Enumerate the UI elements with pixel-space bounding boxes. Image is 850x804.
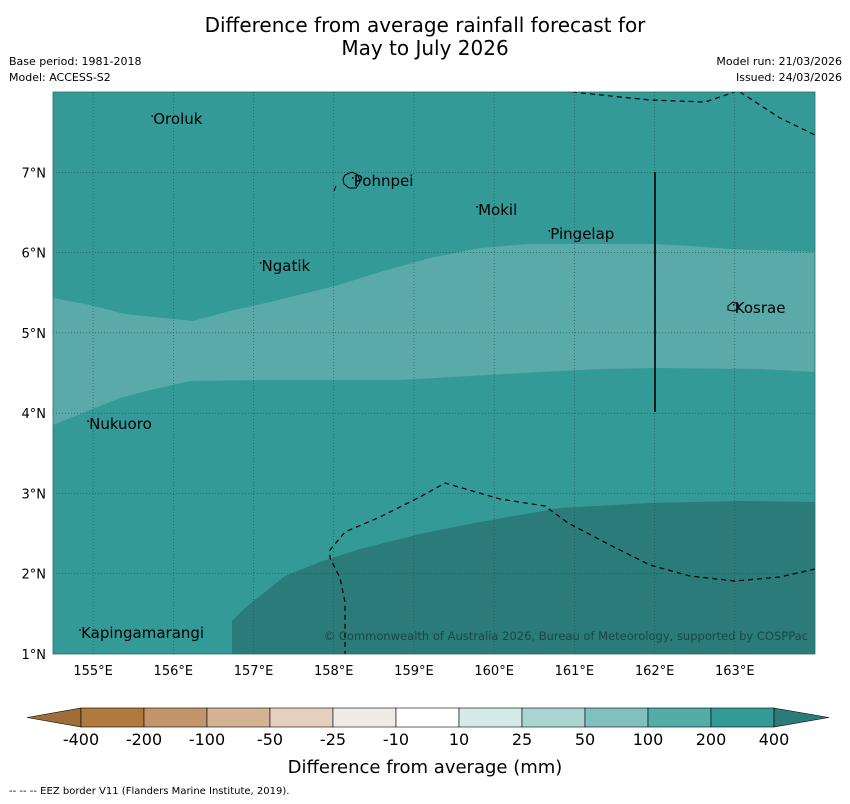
colorbar-label: 50 [575,730,595,749]
map-plot-area: Oroluk Pohnpei Mokil Pingelap Ngatik Kosrae Nu… [53,92,815,654]
meta-right: Model run: 21/03/2026 Issued: 24/03/2026 [716,54,842,86]
island-marker [79,629,81,631]
longitude-tick-labels: 155°E 156°E 157°E 158°E 159°E 160°E 161°E 162°E… [73,664,754,679]
meta-left: Base period: 1981-2018 Model: ACCESS-S2 [9,54,141,86]
colorbar-title: Difference from average (mm) [288,757,563,778]
colorbar-swatch [143,707,208,728]
island-marker [151,115,154,117]
colorbar-label: -10 [383,730,409,749]
title-line-1: Difference from average rainfall forecas… [204,13,646,37]
colorbar-label: 100 [633,730,664,749]
lon-tick-label: 163°E [715,664,755,679]
colorbar-swatch [584,707,649,728]
copyright-text: © Commonwealth of Australia 2026, Bureau… [324,629,808,643]
colorbar-swatch [647,707,712,728]
lon-tick-label: 158°E [314,664,354,679]
model-run: Model run: 21/03/2026 [716,55,842,68]
lon-tick-label: 160°E [474,664,514,679]
colorbar-label: 25 [512,730,532,749]
island-marker [351,177,354,179]
latitude-tick-labels: 1°N 2°N 3°N 4°N 5°N 6°N 7°N [22,166,47,663]
colorbar-extend-high [773,707,830,728]
island-marker [259,262,262,264]
colorbar-swatch [206,707,271,728]
island-label: Kosrae [735,299,786,317]
colorbar-swatch [395,707,460,728]
lon-tick-label: 157°E [234,664,274,679]
lat-tick-label: 3°N [22,487,47,502]
island-label: Ngatik [262,257,311,275]
colorbar [26,707,830,728]
colorbar-swatch [269,707,334,728]
lat-tick-label: 4°N [22,407,47,422]
colorbar-swatch [521,707,586,728]
colorbar-swatch [80,707,145,728]
lon-tick-label: 159°E [394,664,434,679]
colorbar-label: -50 [257,730,283,749]
colorbar-label: -200 [126,730,162,749]
colorbar-label: 400 [759,730,790,749]
lon-tick-label: 162°E [635,664,675,679]
colorbar-label: 200 [696,730,727,749]
kosrae-outline [727,301,740,312]
colorbar-label: -100 [189,730,225,749]
colorbar-swatch [458,707,523,728]
island-label: Mokil [478,201,517,219]
eez-borders [329,92,815,654]
lat-tick-label: 5°N [22,327,47,342]
island-label: Nukuoro [89,415,152,433]
band-over-400 [232,501,815,654]
colorbar-swatch [332,707,397,728]
pohnpei-outline-fragment [333,185,337,192]
lon-tick-label: 161°E [555,664,595,679]
lon-tick-label: 156°E [154,664,194,679]
lat-tick-label: 1°N [22,648,47,663]
lon-tick-label: 155°E [73,664,113,679]
lat-tick-label: 2°N [22,568,47,583]
base-period: Base period: 1981-2018 [9,55,142,68]
island-marker [476,205,479,208]
island-marker [548,230,551,232]
pohnpei-outline [342,171,361,189]
island-labels: Oroluk Pohnpei Mokil Pingelap Ngatik Kosrae Nu… [79,110,785,642]
band-100-200 [53,244,815,425]
model-name: Model: ACCESS-S2 [9,71,111,84]
island-label: Kapingamarangi [81,624,204,642]
island-label: Oroluk [153,110,202,128]
colorbar-label: 10 [449,730,469,749]
colorbar-label: -25 [320,730,346,749]
island-label: Pingelap [550,225,614,243]
lat-tick-label: 7°N [22,166,47,181]
colorbar-swatch [710,707,775,728]
eez-legend-note: -- -- -- EEZ border V11 (Flanders Marine… [9,786,290,797]
island-marker [87,420,89,423]
issued-date: Issued: 24/03/2026 [735,71,842,84]
island-label: Pohnpei [354,172,414,190]
island-marker [732,303,735,306]
map-frame [52,91,816,655]
lat-tick-label: 6°N [22,247,47,262]
colorbar-label: -400 [63,730,99,749]
colorbar-extend-low [26,707,82,728]
chart-title: Difference from average rainfall forecas… [0,14,850,60]
title-line-2: May to July 2026 [341,36,509,60]
colorbar-tick-labels: -400 -200 -100 -50 -25 -10 10 25 50 100 200 400 [63,730,789,749]
